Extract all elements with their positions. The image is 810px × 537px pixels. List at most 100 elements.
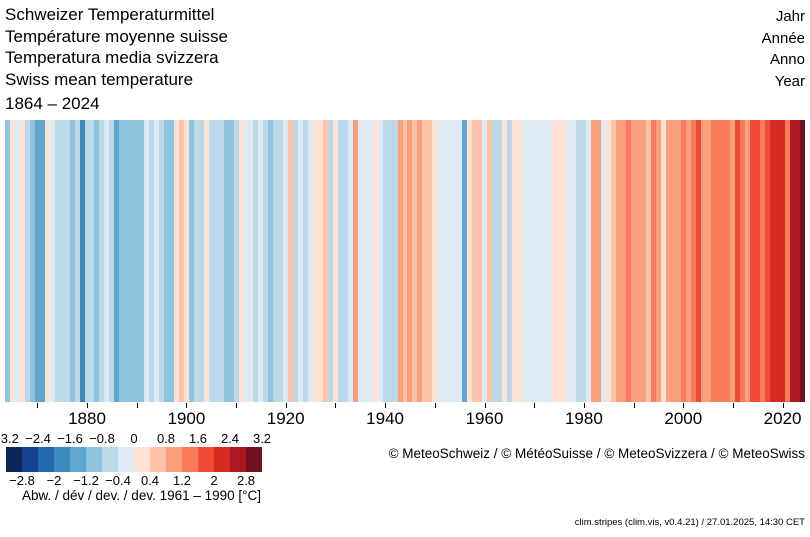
- year-stripe-2010: [730, 120, 736, 402]
- axis-tick-1990: [633, 403, 635, 408]
- year-stripe-1932: [342, 120, 348, 402]
- year-stripe-1880: [84, 120, 90, 402]
- year-stripe-1949: [427, 120, 433, 402]
- legend-top-label-2: −1.6: [57, 431, 83, 446]
- year-stripe-1978: [571, 120, 577, 402]
- year-stripe-1878: [74, 120, 80, 402]
- year-stripe-1958: [472, 120, 478, 402]
- year-stripe-2022: [790, 120, 796, 402]
- year-stripe-2001: [685, 120, 691, 402]
- year-stripe-1905: [208, 120, 214, 402]
- legend-bottom-label-1: −2: [46, 473, 62, 488]
- legend-top-label-5: 0.8: [156, 431, 176, 446]
- year-stripe-1937: [367, 120, 373, 402]
- axis-tick-1950: [434, 403, 436, 408]
- year-stripe-1971: [536, 120, 542, 402]
- year-stripe-1897: [168, 120, 174, 402]
- year-stripe-1994: [650, 120, 656, 402]
- legend-top-labels: −3.2 −2.4 −1.6 −0.8 0 0.8 1.6 2.4 3.2: [0, 431, 286, 446]
- year-stripe-1921: [288, 120, 294, 402]
- axis-year-label-1940: 1940: [366, 409, 405, 428]
- legend-color-bin-9: [150, 447, 166, 472]
- year-stripe-2008: [720, 120, 726, 402]
- year-stripe-1913: [248, 120, 254, 402]
- year-stripe-1993: [645, 120, 651, 402]
- unit-label-fr: Année: [761, 29, 805, 47]
- year-stripe-1945: [407, 120, 413, 402]
- year-stripe-1966: [511, 120, 517, 402]
- year-stripe-1983: [596, 120, 602, 402]
- year-stripe-1898: [173, 120, 179, 402]
- year-stripe-1973: [546, 120, 552, 402]
- year-stripe-1904: [203, 120, 209, 402]
- legend-top-label-1: −2.4: [25, 431, 51, 446]
- axis-year-label-1920: 1920: [266, 409, 305, 428]
- year-stripe-1984: [601, 120, 607, 402]
- legend-top-label-4: 0: [130, 431, 138, 446]
- legend-color-bin-13: [214, 447, 230, 472]
- year-stripe-1903: [198, 120, 204, 402]
- year-stripe-1871: [39, 120, 45, 402]
- year-stripe-1980: [581, 120, 587, 402]
- year-stripe-1872: [44, 120, 50, 402]
- year-stripe-1917: [268, 120, 274, 402]
- year-stripe-1909: [228, 120, 234, 402]
- year-stripe-2003: [695, 120, 701, 402]
- year-stripe-2016: [760, 120, 766, 402]
- year-stripe-1884: [104, 120, 110, 402]
- year-stripe-1896: [164, 120, 169, 402]
- axis-tick-1960: [484, 403, 486, 408]
- year-stripe-2015: [755, 120, 761, 402]
- legend-top-label-0: −3.2: [0, 431, 19, 446]
- year-stripe-1930: [332, 120, 338, 402]
- year-stripe-1889: [129, 120, 135, 402]
- year-stripe-1901: [188, 120, 194, 402]
- year-stripe-1989: [626, 120, 632, 402]
- axis-year-label-1980: 1980: [564, 409, 603, 428]
- axis-tick-1970: [534, 403, 536, 408]
- year-stripe-1940: [382, 120, 388, 402]
- year-stripe-1938: [372, 120, 378, 402]
- year-stripe-1912: [243, 120, 249, 402]
- year-stripe-1933: [347, 120, 353, 402]
- legend-bottom-label-0: −2.8: [9, 473, 35, 488]
- legend-color-bin-3: [54, 447, 70, 472]
- year-stripe-1968: [521, 120, 527, 402]
- title-de: Schweizer Temperaturmittel: [5, 5, 215, 24]
- year-stripe-1929: [327, 120, 333, 402]
- year-stripe-1970: [531, 120, 537, 402]
- year-stripe-1890: [134, 120, 140, 402]
- year-stripe-1922: [293, 120, 299, 402]
- axis-tick-1890: [136, 403, 138, 408]
- year-stripe-1926: [313, 120, 319, 402]
- year-stripe-1924: [303, 120, 309, 402]
- axis-year-label-2000: 2000: [664, 409, 703, 428]
- year-stripe-1988: [621, 120, 627, 402]
- year-stripe-2018: [770, 120, 776, 402]
- unit-label-it: Anno: [769, 51, 805, 68]
- axis-year-label-1960: 1960: [465, 409, 504, 428]
- year-stripe-2000: [680, 120, 686, 402]
- year-stripe-1892: [144, 120, 150, 402]
- axis-year-label-2020: 2020: [763, 409, 802, 428]
- color-scale-legend: −3.2 −2.4 −1.6 −0.8 0 0.8 1.6 2.4 3.2 −2.8 −2 −1.2…: [0, 431, 286, 503]
- year-stripe-1874: [54, 120, 60, 402]
- year-stripe-2017: [765, 120, 771, 402]
- year-stripe-1942: [392, 120, 398, 402]
- copyright-line: © MeteoSchweiz / © MétéoSuisse / © Meteo…: [388, 446, 805, 461]
- year-stripe-1995: [655, 120, 661, 402]
- year-stripe-1887: [119, 120, 125, 402]
- legend-color-bin-2: [38, 447, 54, 472]
- year-stripe-1936: [362, 120, 368, 402]
- year-stripe-1998: [670, 120, 676, 402]
- year-stripe-2021: [785, 120, 791, 402]
- year-stripe-1870: [34, 120, 40, 402]
- year-stripe-1990: [631, 120, 637, 402]
- year-stripe-1906: [213, 120, 219, 402]
- year-stripe-1865: [9, 120, 15, 402]
- year-stripe-1885: [109, 120, 115, 402]
- year-stripe-1944: [402, 120, 408, 402]
- year-stripe-1951: [437, 120, 443, 402]
- year-stripe-1915: [258, 120, 264, 402]
- year-stripe-1941: [387, 120, 393, 402]
